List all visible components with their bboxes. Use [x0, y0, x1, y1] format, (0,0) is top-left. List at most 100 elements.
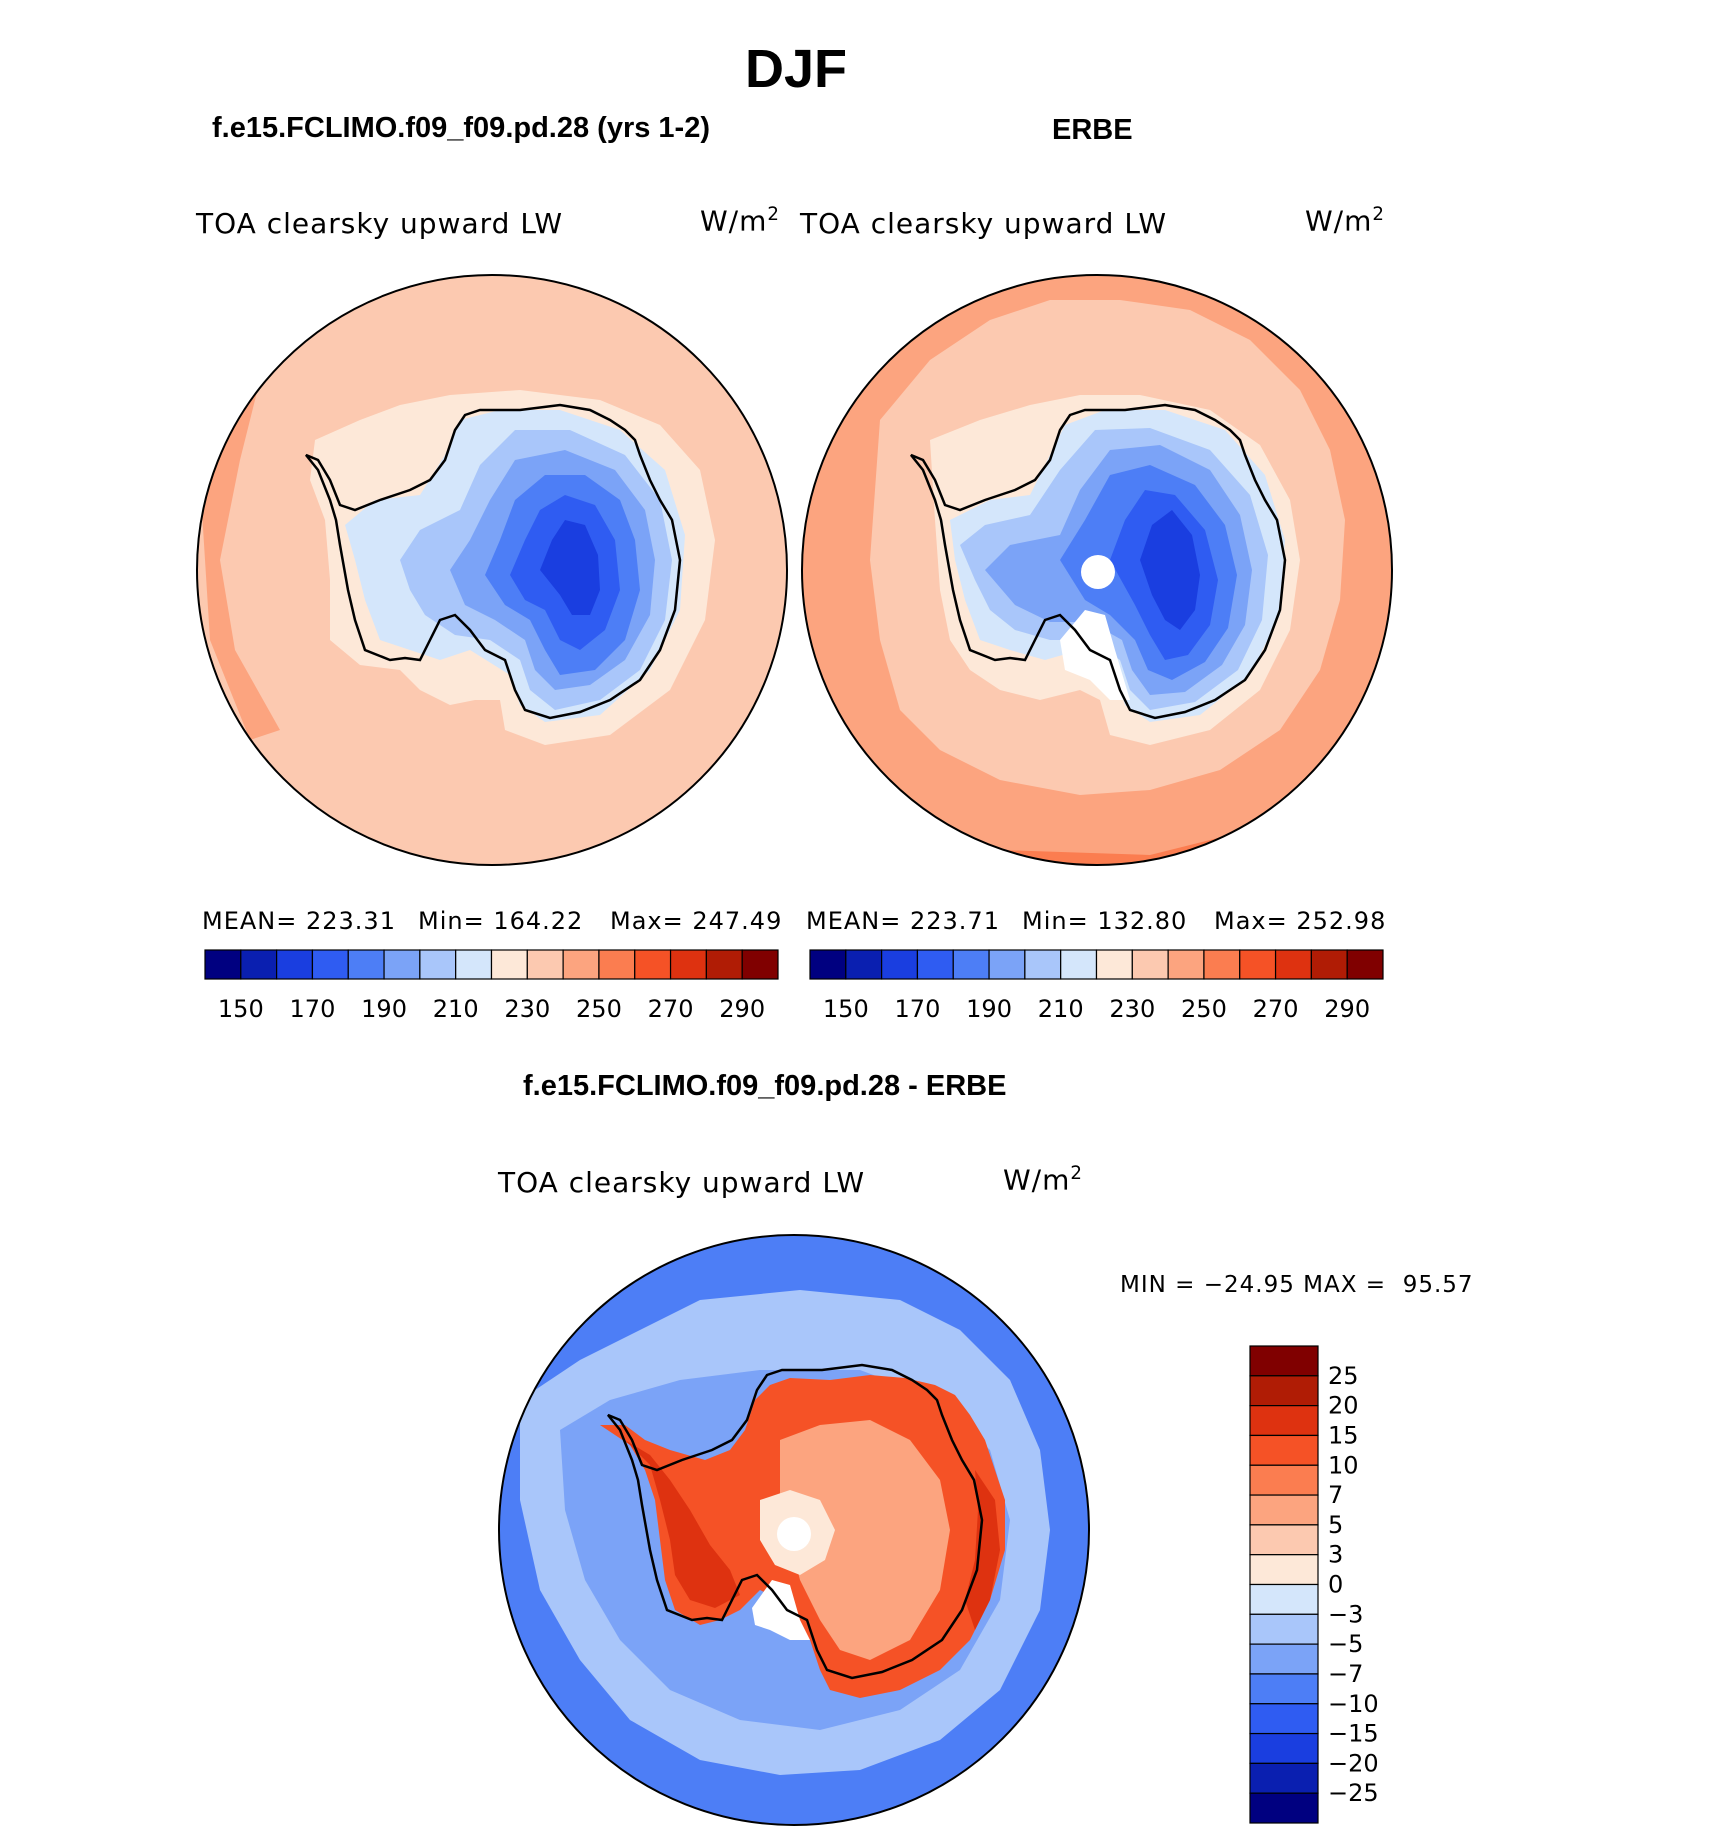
colorbar-diff-tick-label: −7	[1328, 1660, 1363, 1688]
colorbar-diff-tick-label: 25	[1328, 1362, 1359, 1390]
panel-left-variable-label: TOA clearsky upward LW	[196, 207, 564, 240]
colorbar-diff-swatch	[1249, 1613, 1319, 1645]
panel-left-max: Max= 247.49	[610, 907, 783, 935]
map-left-coastline	[305, 403, 682, 720]
colorbar-diff-tick-label: −5	[1328, 1630, 1363, 1658]
colorbar-right-swatch	[988, 949, 1026, 980]
colorbar-left-tick-label: 210	[433, 995, 479, 1023]
colorbar-diff-swatch	[1249, 1673, 1319, 1705]
colorbar-left-tick-label: 150	[218, 995, 264, 1023]
panel-right-max: Max= 252.98	[1214, 907, 1387, 935]
colorbar-right-swatch	[1131, 949, 1169, 980]
colorbar-left-swatch	[598, 949, 636, 980]
map-right-ice-6	[1140, 510, 1200, 630]
colorbar-left-tick-label: 270	[648, 995, 694, 1023]
map-left-border	[196, 274, 788, 866]
colorbar-left-tick-label: 190	[361, 995, 407, 1023]
colorbar-diff-tick-label: 7	[1328, 1481, 1343, 1509]
diff-title: f.e15.FCLIMO.f09_f09.pd.28 - ERBE	[523, 1070, 1007, 1102]
colorbar-diff-swatch	[1249, 1732, 1319, 1764]
colorbar-right-tick-label: 250	[1181, 995, 1227, 1023]
colorbar-diff-tick-label: −25	[1328, 1779, 1379, 1807]
colorbar-left-swatch	[276, 949, 314, 980]
colorbar-diff-swatch	[1249, 1345, 1319, 1377]
colorbar-diff-swatch	[1249, 1494, 1319, 1526]
colorbar-left-tick-label: 250	[576, 995, 622, 1023]
colorbar-right-swatch	[1239, 949, 1277, 980]
map-right-erbe	[802, 275, 1392, 865]
colorbar-diff-tick-label: −3	[1328, 1600, 1363, 1628]
diff-units-label: W/m2	[1003, 1163, 1083, 1197]
map-left-model	[197, 275, 787, 865]
colorbar-right-tick-label: 230	[1109, 995, 1155, 1023]
map-right-border	[801, 274, 1393, 866]
diff-minmax: MIN = −24.95 MAX = 95.57	[1120, 1272, 1474, 1298]
colorbar-diff-swatch	[1249, 1762, 1319, 1794]
colorbar-diff-tick-label: 3	[1328, 1541, 1343, 1569]
colorbar-diff-swatch	[1249, 1405, 1319, 1437]
colorbar-right-swatch	[1095, 949, 1133, 980]
colorbar-right-swatch	[916, 949, 954, 980]
panel-left-min: Min= 164.22	[418, 907, 584, 935]
colorbar-right-tick-label: 150	[823, 995, 869, 1023]
colorbar-diff-tick-label: −20	[1328, 1749, 1379, 1777]
colorbar-diff-swatch	[1249, 1434, 1319, 1466]
colorbar-left-swatch	[419, 949, 457, 980]
map-right-pole-hole	[1081, 555, 1115, 589]
colorbar-left-tick-label: 170	[290, 995, 336, 1023]
colorbar-left-swatch	[526, 949, 564, 980]
colorbar-right-swatch	[809, 949, 847, 980]
panel-left-units-label: W/m2	[700, 204, 780, 238]
colorbar-left-swatch	[634, 949, 672, 980]
map-diff-border	[498, 1234, 1090, 1826]
colorbar-right-tick-label: 270	[1253, 995, 1299, 1023]
panel-right-case-title: ERBE	[1052, 114, 1133, 146]
colorbar-left-tick-label: 230	[504, 995, 550, 1023]
panel-right-min: Min= 132.80	[1022, 907, 1188, 935]
map-diff-pole-hole	[777, 1517, 811, 1551]
colorbar-left-swatch	[562, 949, 600, 980]
colorbar-diff-tick-label: −10	[1328, 1690, 1379, 1718]
colorbar-diff-swatch	[1249, 1643, 1319, 1675]
colorbar-left-swatch	[311, 949, 349, 980]
colorbar-right-swatch	[1346, 949, 1384, 980]
colorbar-right-swatch	[1024, 949, 1062, 980]
colorbar-left-swatch	[383, 949, 421, 980]
colorbar-right-swatch	[881, 949, 919, 980]
colorbar-right-swatch	[1167, 949, 1205, 980]
colorbar-left-swatch	[240, 949, 278, 980]
colorbar-left-swatch	[347, 949, 385, 980]
colorbar-left-swatch	[741, 949, 779, 980]
colorbar-left-swatch	[455, 949, 493, 980]
colorbar-right-swatch	[1060, 949, 1098, 980]
colorbar-left-tick-label: 290	[719, 995, 765, 1023]
colorbar-left-swatch	[204, 949, 242, 980]
map-left-ocean-warm-edge	[200, 380, 280, 740]
colorbar-right-swatch	[845, 949, 883, 980]
colorbar-left-swatch	[669, 949, 707, 980]
colorbar-right-tick-label: 210	[1038, 995, 1084, 1023]
colorbar-right-swatch	[1310, 949, 1348, 980]
main-title: DJF	[745, 39, 848, 99]
colorbar-diff-tick-label: 10	[1328, 1451, 1359, 1479]
colorbar-right-tick-label: 290	[1324, 995, 1370, 1023]
panel-right-variable-label: TOA clearsky upward LW	[800, 207, 1168, 240]
colorbar-diff-swatch	[1249, 1792, 1319, 1824]
map-left-ice-6	[540, 520, 600, 615]
colorbar-diff-swatch	[1249, 1524, 1319, 1556]
colorbar-diff-tick-label: 20	[1328, 1392, 1359, 1420]
colorbar-diff-swatch	[1249, 1703, 1319, 1735]
colorbar-diff-tick-label: 15	[1328, 1421, 1359, 1449]
panel-left-case-title: f.e15.FCLIMO.f09_f09.pd.28 (yrs 1-2)	[212, 112, 710, 144]
map-diff-missing-data	[752, 1580, 810, 1640]
colorbar-diff-tick-label: 0	[1328, 1571, 1343, 1599]
colorbar-left: 150 170 190 210 230 250 270 290	[204, 949, 779, 1023]
colorbar-left-swatch	[705, 949, 743, 980]
panel-right-mean: MEAN= 223.71	[806, 907, 1000, 935]
colorbar-diff-swatch	[1249, 1583, 1319, 1615]
colorbar-left-swatch	[490, 949, 528, 980]
map-right-coastline	[910, 403, 1287, 720]
panel-left-mean: MEAN= 223.31	[202, 907, 396, 935]
diff-variable-label: TOA clearsky upward LW	[498, 1166, 866, 1199]
map-diff	[499, 1235, 1089, 1825]
